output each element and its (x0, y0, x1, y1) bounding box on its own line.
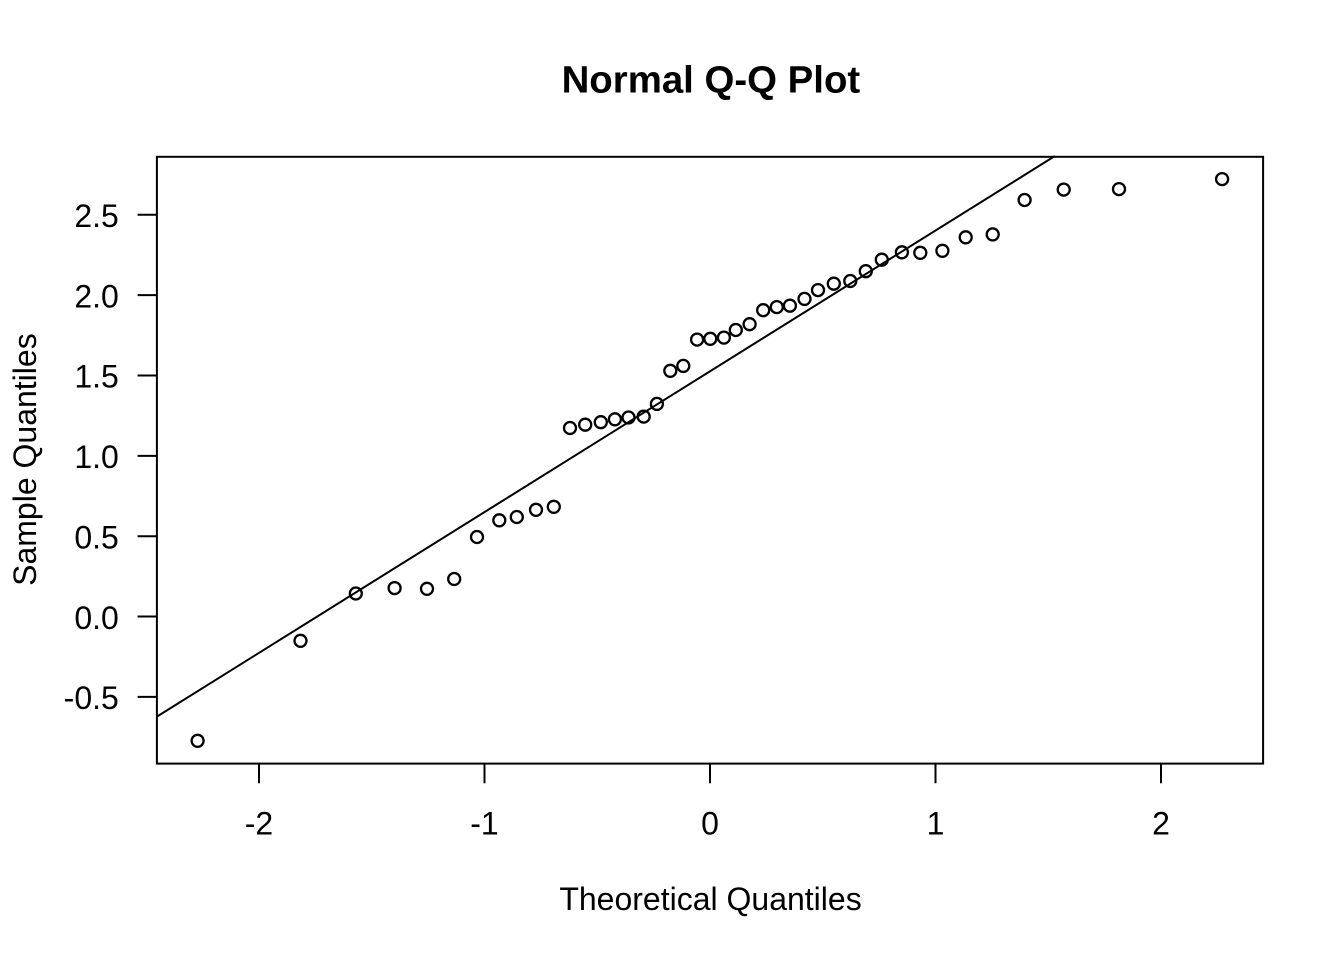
svg-text:-2: -2 (245, 806, 273, 842)
svg-text:0: 0 (701, 806, 719, 842)
svg-text:Theoretical Quantiles: Theoretical Quantiles (559, 881, 861, 917)
svg-text:1.5: 1.5 (74, 359, 118, 395)
svg-text:-1: -1 (470, 806, 498, 842)
svg-text:2: 2 (1152, 806, 1170, 842)
svg-text:2.5: 2.5 (74, 198, 118, 234)
svg-text:-0.5: -0.5 (64, 680, 119, 716)
svg-text:1: 1 (927, 806, 945, 842)
svg-text:Sample Quantiles: Sample Quantiles (7, 333, 43, 586)
svg-text:2.0: 2.0 (74, 278, 118, 314)
svg-text:0.0: 0.0 (74, 600, 118, 636)
svg-text:0.5: 0.5 (74, 519, 118, 555)
svg-text:Normal Q-Q Plot: Normal Q-Q Plot (562, 58, 861, 101)
svg-text:1.0: 1.0 (74, 439, 118, 475)
